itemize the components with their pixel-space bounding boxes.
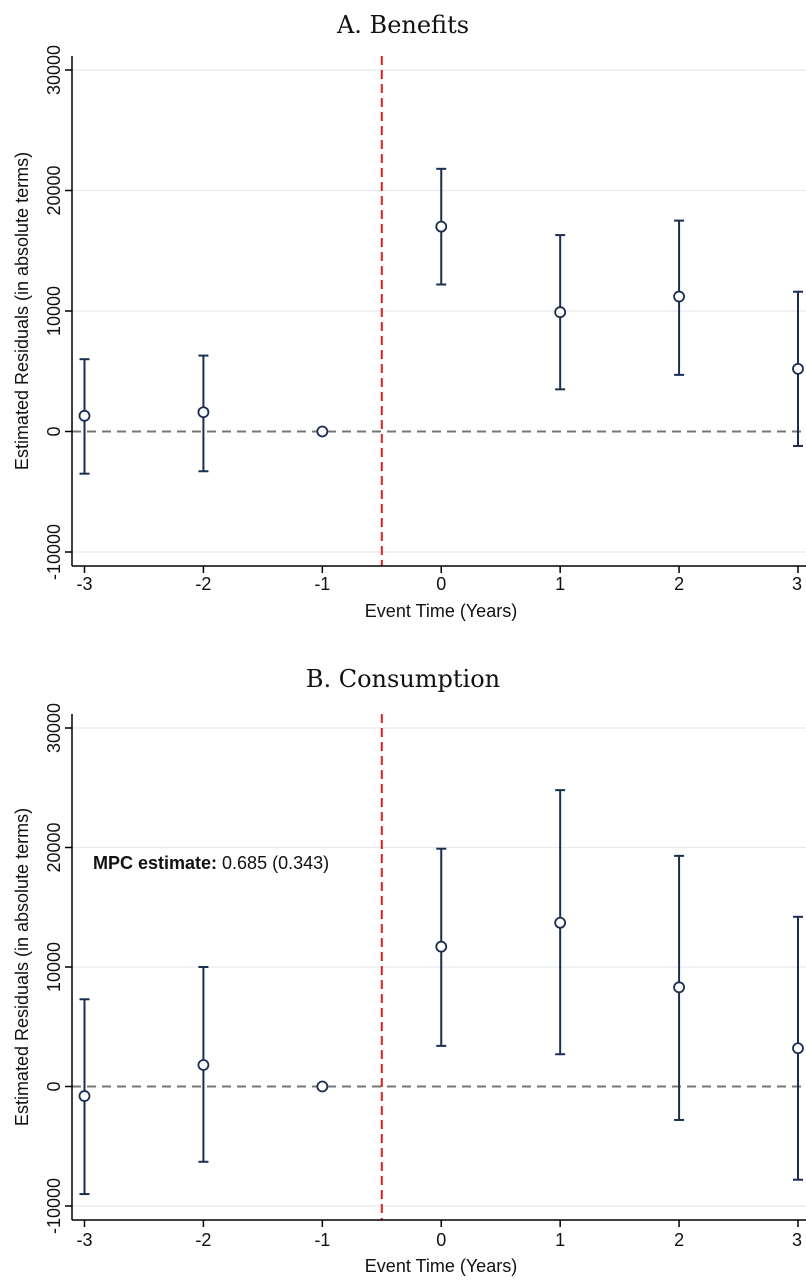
y-tick-label: 0 [44,426,64,436]
chart-title: A. Benefits [336,11,469,39]
x-tick-label: 2 [674,1230,684,1250]
mpc-annotation-value: 0.685 (0.343) [217,853,329,873]
data-point-5 [673,290,685,303]
x-tick-label: -1 [314,1230,330,1250]
mpc-annotation: MPC estimate: 0.685 (0.343) [93,853,329,873]
y-tick-label: 10000 [44,942,64,992]
x-tick-label: 3 [792,574,802,594]
y-tick-label: 10000 [44,286,64,336]
y-tick-label: 30000 [44,703,64,753]
data-point-2 [316,1080,329,1093]
data-point-4 [554,916,567,929]
x-tick-label: -3 [76,574,92,594]
x-axis-label: Event Time (Years) [365,601,517,621]
y-axis-label: Estimated Residuals (in absolute terms) [12,152,32,470]
y-tick-label: 20000 [44,165,64,215]
x-axis-label: Event Time (Years) [365,1256,517,1276]
data-point-1 [197,1059,210,1071]
data-point-1 [197,406,210,419]
y-tick-label: 30000 [44,45,64,95]
y-tick-label: 20000 [44,822,64,872]
data-point-5 [673,981,685,994]
data-point-3 [435,220,448,233]
data-point-0 [78,1090,91,1102]
chart-panel-0: A. Benefits -10000 0 10000 20000 30000 -3 -2 -1 0… [12,11,806,621]
y-axis-label: Estimated Residuals (in absolute terms) [12,808,32,1126]
x-tick-label: 1 [555,574,565,594]
x-tick-label: -2 [195,574,211,594]
chart-title: B. Consumption [306,665,500,693]
y-tick-label: -10000 [44,524,64,580]
chart-panel-1: B. Consumption -10000 0 10000 20000 30000 -3 -2… [12,665,806,1276]
x-tick-label: 3 [792,1230,802,1250]
y-tick-label: -10000 [44,1178,64,1234]
data-point-3 [435,940,448,953]
x-tick-label: 1 [555,1230,565,1250]
data-point-6 [792,1042,804,1055]
x-tick-label: -3 [76,1230,92,1250]
y-tick-label: 0 [44,1081,64,1091]
x-tick-label: 0 [436,1230,446,1250]
data-point-4 [554,306,567,319]
x-tick-label: -2 [195,1230,211,1250]
x-tick-label: 0 [436,574,446,594]
mpc-annotation-label: MPC estimate: [93,853,217,873]
x-tick-label: 2 [674,574,684,594]
data-point-0 [78,409,91,422]
x-tick-label: -1 [314,574,330,594]
data-point-6 [792,362,804,375]
data-point-2 [316,425,329,438]
